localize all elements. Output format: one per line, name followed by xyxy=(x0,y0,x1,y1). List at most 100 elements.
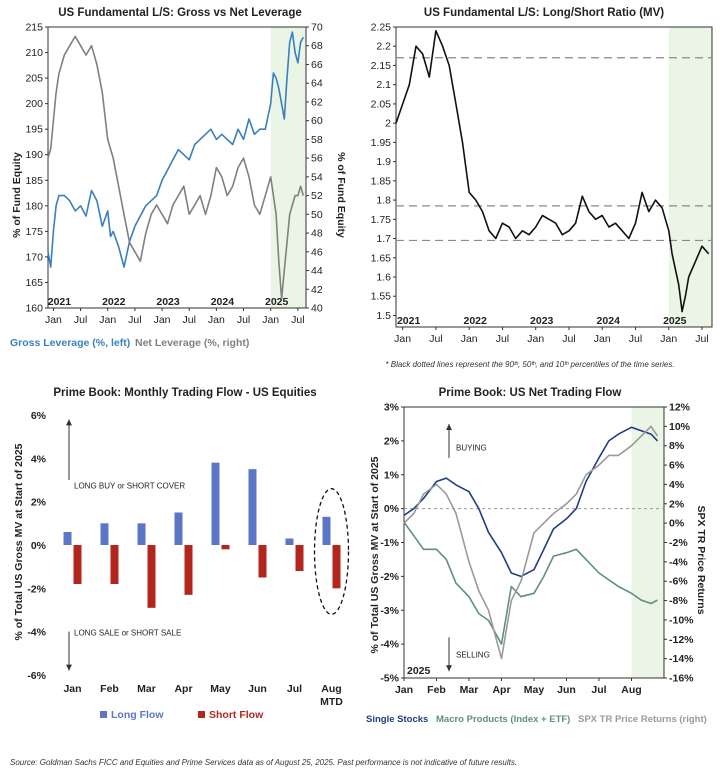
y-tick-label: 1.75 xyxy=(371,214,392,226)
y-tick-label-right: -6% xyxy=(669,576,688,588)
y-tick-label-left: 195 xyxy=(25,124,43,136)
x-tick-label: Jul xyxy=(591,684,606,696)
buying-arrow-head xyxy=(446,423,452,430)
plot-frame xyxy=(47,26,307,309)
y-tick-label-right: -16% xyxy=(669,673,694,685)
y-tick-label-right: 44 xyxy=(311,265,323,277)
y-tick-label-left: -4% xyxy=(380,639,399,651)
x-tick-label: Jan xyxy=(527,333,544,345)
legend-long: Long Flow xyxy=(111,709,164,721)
y-tick-label: 4% xyxy=(31,453,47,465)
y-tick-label: 2 xyxy=(385,118,391,130)
y-tick-label-right: 10% xyxy=(669,421,691,433)
legend-short: Short Flow xyxy=(209,709,264,721)
y-tick-label-right: 40 xyxy=(311,303,323,315)
y-tick-label: 2.25 xyxy=(371,22,392,34)
y-tick-label: 2.15 xyxy=(371,60,392,72)
highlight-ellipse xyxy=(313,488,350,615)
plot-frame xyxy=(403,406,665,679)
long-flow-bar xyxy=(211,462,220,545)
y-tick-label-right: 42 xyxy=(311,284,323,296)
long-flow-bar xyxy=(100,523,109,545)
short-flow-bar xyxy=(184,545,193,595)
year-label: 2021 xyxy=(48,296,72,308)
y-tick-label-right: 56 xyxy=(311,153,323,165)
y-tick-label-right: 62 xyxy=(311,96,323,108)
x-tick-label: Apr xyxy=(492,684,510,696)
y-tick-label: 2.05 xyxy=(371,98,392,110)
y-tick-label-right: 68 xyxy=(311,40,323,52)
year-label: 2023 xyxy=(530,315,554,327)
legend-gross: Gross Leverage (%, left) xyxy=(10,337,130,349)
y-tick-label-right: 66 xyxy=(311,59,323,71)
y-tick-label-right: 50 xyxy=(311,209,323,221)
legend-spx: SPX TR Price Returns (right) xyxy=(578,714,707,725)
y-tick-label-right: 4% xyxy=(669,479,685,491)
y-tick-label-right: 2% xyxy=(669,498,685,510)
y-tick-label-left: 210 xyxy=(25,47,43,59)
legend-short-swatch xyxy=(198,711,205,718)
y-tick-label-right: 6% xyxy=(669,460,685,472)
long-flow-bar xyxy=(174,512,183,545)
x-tick-label: Jul xyxy=(291,314,304,326)
selling-arrow-head xyxy=(446,665,452,672)
long-flow-bar xyxy=(285,538,294,545)
y-tick-label-left: -2% xyxy=(380,571,399,583)
y-tick-label-right: 48 xyxy=(311,228,323,240)
x-tick-label: Jul xyxy=(429,333,442,345)
y-tick-label-left: 190 xyxy=(25,149,43,161)
x-tick-label: Jul xyxy=(287,683,302,695)
y-tick-label: 6% xyxy=(31,410,47,422)
short-flow-bar xyxy=(147,545,156,608)
y-tick-label-right: 8% xyxy=(669,440,685,452)
short-flow-bar xyxy=(110,545,119,584)
year-label: 2024 xyxy=(597,315,621,327)
shaded-region xyxy=(270,27,306,308)
x-tick-label: Jul xyxy=(695,333,708,345)
y-tick-label-left: 170 xyxy=(25,251,43,263)
y-tick-label-left: 200 xyxy=(25,98,43,110)
year-label: 2025 xyxy=(407,665,431,677)
x-tick-label: Aug xyxy=(321,683,341,695)
x-tick-label: MTD xyxy=(320,696,343,708)
x-tick-label: Apr xyxy=(174,683,192,695)
y-tick-label-left: 3% xyxy=(384,402,400,414)
long-flow-bar xyxy=(248,469,257,545)
y-tick-label: 1.85 xyxy=(371,175,392,187)
annotation-long-buy: LONG BUY or SHORT COVER xyxy=(74,481,185,490)
y-tick-label-right: 70 xyxy=(311,22,323,34)
y-tick-label: 0% xyxy=(31,540,47,552)
y-tick-label: -4% xyxy=(27,627,46,639)
y-tick-label: 1.5 xyxy=(376,310,391,322)
x-tick-label: Aug xyxy=(621,684,641,696)
short-flow-bar xyxy=(73,545,82,584)
year-label: 2021 xyxy=(397,315,421,327)
y-axis-label: % of Total US Gross MV at Start of 2025 xyxy=(13,443,25,640)
y-tick-label-left: 215 xyxy=(25,22,43,34)
y-tick-label: 1.8 xyxy=(376,195,391,207)
x-tick-label: Jan xyxy=(63,683,81,695)
y-tick-label-right: 52 xyxy=(311,190,323,202)
y-tick-label-left: 175 xyxy=(25,226,43,238)
short-flow-bar xyxy=(258,545,267,578)
y-tick-label-right: -10% xyxy=(669,614,694,626)
y-tick-label-right: 58 xyxy=(311,134,323,146)
y-tick-label-right: 60 xyxy=(311,115,323,127)
y-axis-label-right: SPX TR Price Returns xyxy=(695,505,707,614)
y-tick-label-right: 0% xyxy=(669,518,685,530)
x-tick-label: Jun xyxy=(248,683,267,695)
y-tick-label-left: 180 xyxy=(25,200,43,212)
x-tick-label: Jul xyxy=(629,333,642,345)
annotation-long-sale: LONG SALE or SHORT SALE xyxy=(74,629,181,638)
x-tick-label: Feb xyxy=(427,684,446,696)
y-tick-label-right: -4% xyxy=(669,556,688,568)
y-tick-label-right: 64 xyxy=(311,78,323,90)
y-tick-label: 1.7 xyxy=(376,233,391,245)
y-axis-label-left: % of Fund Equity xyxy=(11,152,23,238)
y-tick-label-left: 2% xyxy=(384,435,400,447)
long-flow-bar xyxy=(63,532,72,545)
x-tick-label: Jan xyxy=(99,314,116,326)
percentile-footnote: * Black dotted lines represent the 90ᵗʰ,… xyxy=(385,360,675,369)
source-note: Source: Goldman Sachs FICC and Equities … xyxy=(10,758,518,767)
y-tick-label: -6% xyxy=(27,670,46,682)
